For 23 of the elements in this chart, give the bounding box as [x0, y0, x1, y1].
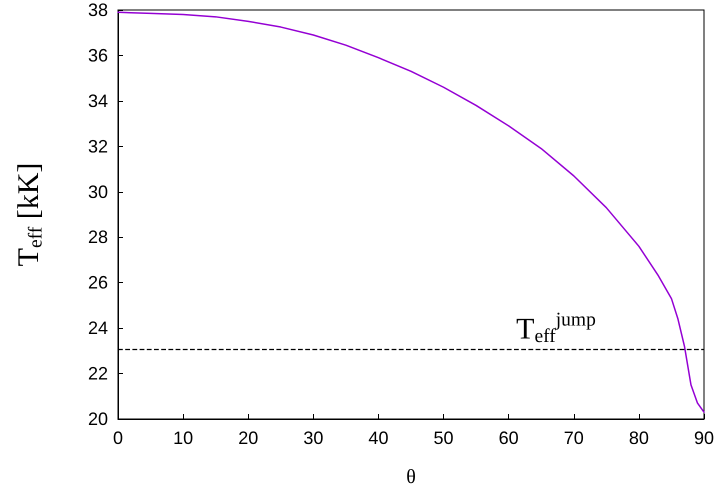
x-tick-label: 40: [368, 428, 388, 448]
x-tick-label: 0: [112, 428, 124, 448]
x-tick-label: 50: [434, 428, 454, 448]
x-tick-label: 70: [564, 428, 584, 448]
y-axis-title: Teff [kK]: [12, 162, 46, 266]
y-tick-label: 24: [88, 318, 108, 338]
x-axis-title: θ: [406, 466, 416, 488]
x-tick-label: 90: [694, 428, 714, 448]
y-tick-label: 32: [88, 136, 108, 156]
y-tick-label: 30: [88, 182, 108, 202]
x-tick-label: 20: [238, 428, 258, 448]
x-tick-label: 10: [173, 428, 194, 448]
x-tick-label: 80: [628, 428, 649, 448]
y-tick-label: 28: [88, 227, 108, 248]
y-tick-label: 22: [88, 364, 108, 384]
x-tick-label: 30: [303, 428, 324, 448]
x-tick-label: 60: [498, 428, 519, 448]
y-tick-label: 38: [88, 0, 108, 20]
y-tick-label: 36: [88, 45, 108, 66]
y-tick-label: 34: [88, 90, 108, 111]
y-tick-label: 26: [88, 272, 108, 293]
line-series: [117, 12, 705, 413]
y-tick-label: 20: [88, 409, 108, 429]
